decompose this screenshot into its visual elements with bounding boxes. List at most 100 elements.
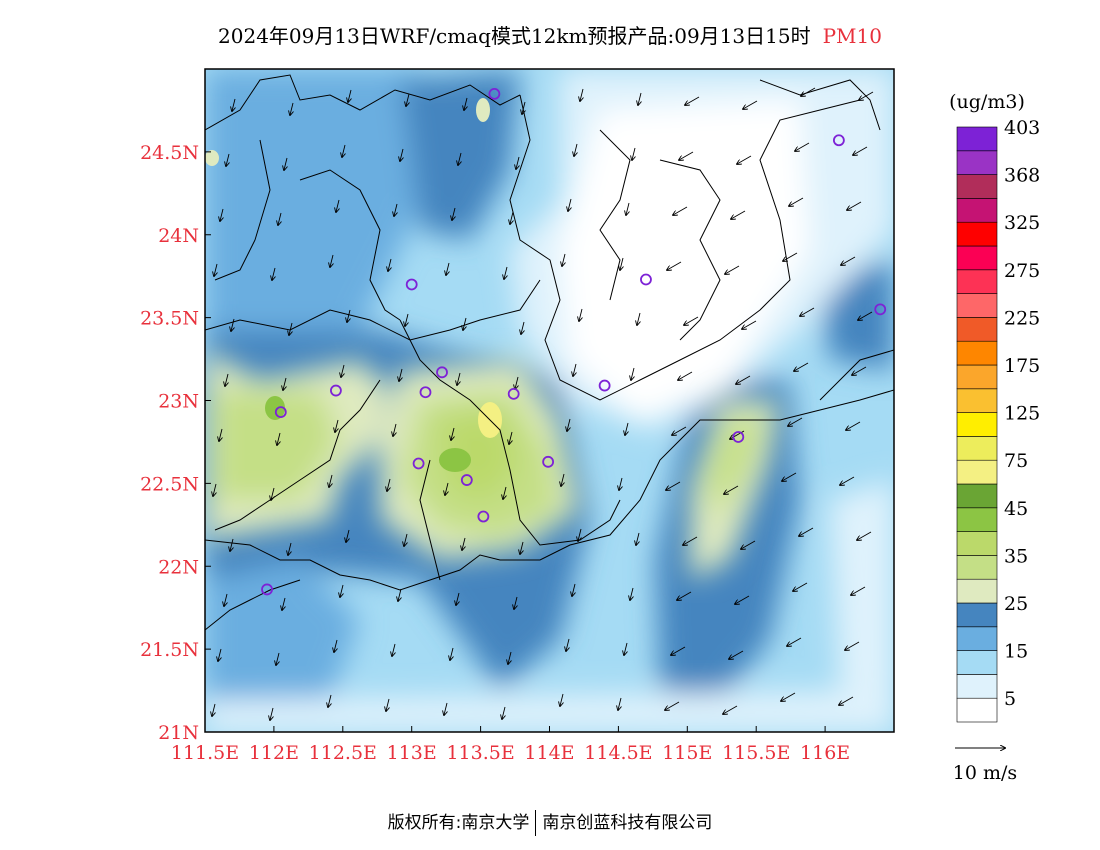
wind-arrow-icon [213,483,216,496]
wind-arrow-icon [787,637,802,646]
wind-arrow-icon [624,642,627,655]
wind-arrow-icon [334,639,337,652]
wind-arrow-icon [857,531,872,540]
colorbar-swatch [956,174,998,199]
wind-arrow-icon [795,142,810,151]
colorbar-label: 275 [1004,260,1040,282]
station-marker-icon [330,384,342,397]
wind-arrow-icon [446,262,449,275]
wind-arrow-icon [230,538,233,551]
copyright-footer: 版权所有:南京大学 南京创蓝科技有限公司 [0,808,1100,836]
wind-arrow-icon [637,312,640,325]
lon-tick-label: 113E [387,742,437,764]
lat-tick-label: 22.5N [140,473,199,495]
wind-arrow-icon [336,199,339,212]
colorbar-swatch [956,221,998,247]
wind-arrow-icon [723,705,738,714]
wind-arrow-icon [450,647,453,660]
colorbar-label: 403 [1004,117,1040,139]
wind-arrow-icon [630,587,633,600]
wind-arrow-icon [560,693,563,706]
wind-arrow-icon [632,147,635,160]
wind-legend-label: 10 m/s [953,762,1017,784]
lat-tick-label: 23N [158,391,199,413]
wind-arrow-icon [846,421,861,430]
colorbar-swatch [956,459,998,485]
wind-arrow-icon [231,318,234,331]
wind-arrow-icon [781,692,796,701]
wind-arrow-icon [847,201,862,210]
colorbar-swatch [956,650,998,675]
wind-arrow-icon [561,473,564,486]
colorbar-label: 325 [1004,212,1040,234]
wind-arrow-icon [562,253,565,266]
wind-arrow-icon [522,101,525,114]
wind-arrow-icon [666,481,681,490]
wind-arrow-icon [672,426,687,435]
station-marker-icon [274,406,287,419]
lat-axis: 21N 21.5N 22N 22.5N 23N 23.5N 24N 24.5N [140,142,211,744]
wind-arrow-icon [521,321,524,334]
wind-arrow-icon [574,143,577,156]
wind-arrow-icon [580,88,583,101]
wind-arrow-icon [462,537,465,550]
wind-arrow-icon [464,97,467,110]
colorbar-swatch [956,198,998,223]
wind-arrow-icon [783,252,798,261]
pollutant-name: PM10 [822,24,882,48]
lat-tick-label: 24N [158,225,199,247]
colorbar-label: 15 [1004,641,1028,663]
wind-arrow-icon [678,371,693,380]
colorbar-label: 368 [1004,165,1040,187]
colorbar-swatch [956,150,998,175]
wind-arrow-icon [839,696,854,705]
wind-arrow-icon [514,596,517,609]
wind-arrow-icon [463,317,466,330]
wind-arrow-icon [631,367,634,380]
wind-arrow-icon [566,638,569,651]
colorbar-swatch [956,269,998,294]
wind-arrow-icon [685,96,700,105]
wind-arrow-icon [841,256,856,265]
wind-arrow-icon [214,263,217,276]
colorbar-swatch [956,555,998,580]
lon-tick-label: 115E [662,742,712,764]
wind-arrow-icon [451,427,454,440]
colorbar-label: 25 [1004,593,1028,615]
wind-arrow-icon [277,432,280,445]
wind-arrow-icon [673,206,688,215]
station-marker-icon [405,278,418,291]
station-marker-icon [261,583,273,596]
wind-arrow-icon [845,641,860,650]
wind-arrow-icon [348,89,351,102]
wind-arrow-icon [276,652,279,665]
colorbar-swatch [956,317,998,342]
lon-tick-label: 113.5E [446,742,514,764]
colorbar-swatch [956,388,998,413]
colorbar-swatch [956,697,998,723]
colorbar-unit: (ug/m3) [949,91,1025,113]
station-marker-icon [419,386,432,399]
station-marker-icon [874,303,887,316]
stations-layer [261,87,887,596]
wind-arrow-icon [445,482,448,495]
wind-arrow-icon [793,582,808,591]
wind-arrow-icon [330,254,333,267]
wind-arrow-icon [743,100,758,109]
wind-arrow-icon [289,322,292,335]
lon-tick-label: 116E [800,742,850,764]
colorbar-swatch [956,126,998,152]
wind-arrow-icon [508,651,511,664]
lon-tick-label: 114.5E [584,742,652,764]
lon-tick-label: 114E [524,742,574,764]
wind-arrow-icon [405,313,408,326]
wind-arrow-icon [567,418,570,431]
wind-arrow-icon [789,197,804,206]
wind-arrow-icon [840,476,855,485]
colorbar-swatch [956,436,998,461]
wind-arrow-icon [502,706,505,719]
wind-arrow-icon [735,595,750,604]
concentration-field [205,69,894,732]
copyright-left: 版权所有:南京大学 [387,813,530,833]
